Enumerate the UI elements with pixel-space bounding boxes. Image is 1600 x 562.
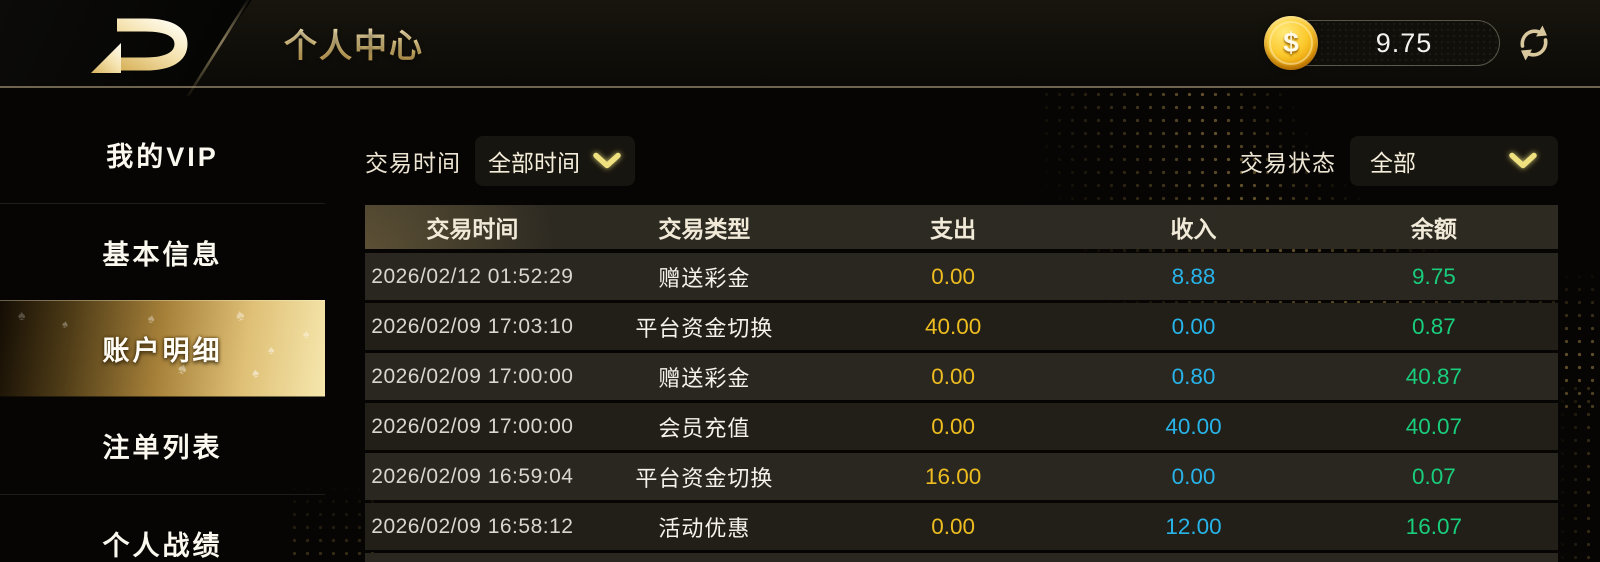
sidebar-item-label: 个人战绩 xyxy=(102,530,223,561)
sidebar-item-label: 注单列表 xyxy=(102,433,223,463)
filter-time-label: 交易时间 xyxy=(365,150,461,176)
logo-panel[interactable] xyxy=(0,0,252,86)
cell-time: 2026/02/09 17:00:00 xyxy=(371,414,574,438)
balance-display: 9.75 xyxy=(1282,20,1500,66)
time-filter-dropdown[interactable]: 全部时间 xyxy=(475,136,635,186)
sidebar-item-1[interactable]: 基本信息 xyxy=(0,203,325,300)
cell-time: 2026/02/09 17:00:00 xyxy=(371,364,574,388)
table-header-row: 交易时间 交易类型 支出 收入 余额 xyxy=(365,205,1558,249)
column-header-1: 交易类型 xyxy=(658,216,751,242)
coin-icon: $ xyxy=(1264,16,1318,70)
sidebar-item-0[interactable]: 我的VIP xyxy=(0,106,325,203)
sidebar-item-4[interactable]: 个人战绩 xyxy=(0,494,325,562)
column-header-2: 支出 xyxy=(930,216,977,242)
cell-balance: 40.87 xyxy=(1405,363,1463,389)
table-row: 2026/02/09 16:58:12 活动优惠 0.00 12.00 16.07 xyxy=(365,503,1558,550)
cell-income: 40.00 xyxy=(1165,413,1222,439)
cell-type: 赠送彩金 xyxy=(658,265,751,291)
column-header-3: 收入 xyxy=(1170,216,1217,242)
cell-balance: 40.07 xyxy=(1405,413,1463,439)
sidebar-item-3[interactable]: 注单列表 xyxy=(0,397,325,494)
cell-balance: 9.75 xyxy=(1412,263,1456,289)
cell-income: 0.00 xyxy=(1171,463,1216,489)
table-row-partial xyxy=(365,553,1558,562)
spade-icon: ♠ xyxy=(60,318,73,332)
balance-value: 9.75 xyxy=(1375,27,1433,58)
content-area: 我的VIP 基本信息 ♠ ♠ ♠ ♠ ♠ ♠ ♠ ♠ 账户明细 注单列表 个人战绩 交易时间 全部时间 … xyxy=(0,90,1600,562)
cell-time: 2026/02/12 01:52:29 xyxy=(371,264,574,288)
table-row: 2026/02/09 16:59:04 平台资金切换 16.00 0.00 0.07 xyxy=(365,453,1558,500)
spade-icon: ♠ xyxy=(303,327,313,341)
table-row: 2026/02/09 17:00:00 赠送彩金 0.00 0.80 40.87 xyxy=(365,353,1558,400)
sidebar-item-label: 我的VIP xyxy=(106,142,219,172)
sidebar-item-label: 基本信息 xyxy=(102,239,223,270)
table-row: 2026/02/12 01:52:29 赠送彩金 0.00 8.88 9.75 xyxy=(365,253,1558,300)
chevron-down-icon xyxy=(1509,152,1537,169)
cell-income: 12.00 xyxy=(1165,513,1222,539)
page-title: 个人中心 xyxy=(284,19,424,67)
cell-expense: 0.00 xyxy=(931,363,976,389)
status-filter-value: 全部 xyxy=(1370,150,1416,176)
sidebar-item-2[interactable]: ♠ ♠ ♠ ♠ ♠ ♠ ♠ ♠ 账户明细 xyxy=(0,300,325,397)
spade-icon: ♠ xyxy=(268,343,278,357)
cell-expense: 0.00 xyxy=(931,263,976,289)
filter-bar: 交易时间 全部时间 交易状态 全部 xyxy=(365,136,1558,186)
time-filter-group: 交易时间 全部时间 xyxy=(365,136,635,186)
status-filter-dropdown[interactable]: 全部 xyxy=(1350,136,1558,186)
cell-income: 8.88 xyxy=(1171,263,1216,289)
cell-time: 2026/02/09 17:03:10 xyxy=(371,314,574,338)
cell-type: 赠送彩金 xyxy=(658,365,751,391)
spade-icon: ♠ xyxy=(251,364,263,381)
cell-type: 平台资金切换 xyxy=(635,315,774,341)
cell-time: 2026/02/09 16:59:04 xyxy=(371,464,574,488)
sidebar: 我的VIP 基本信息 ♠ ♠ ♠ ♠ ♠ ♠ ♠ ♠ 账户明细 注单列表 个人战绩 xyxy=(0,90,325,562)
cell-expense: 16.00 xyxy=(924,463,982,489)
cell-expense: 0.00 xyxy=(931,413,976,439)
main-panel: 交易时间 全部时间 交易状态 全部 xyxy=(325,90,1600,562)
sidebar-item-label: 账户明细 xyxy=(102,336,223,366)
cell-type: 会员充值 xyxy=(658,415,751,441)
column-header-0: 交易时间 xyxy=(426,216,519,242)
table-row: 2026/02/09 17:03:10 平台资金切换 40.00 0.00 0.87 xyxy=(365,303,1558,350)
status-filter-group: 交易状态 全部 xyxy=(1240,136,1558,186)
balance-group: $ 9.75 xyxy=(1264,15,1556,71)
cell-expense: 40.00 xyxy=(924,313,982,339)
spade-icon: ♠ xyxy=(234,306,250,326)
table-body: 2026/02/12 01:52:29 赠送彩金 0.00 8.88 9.75 2026/… xyxy=(365,253,1558,550)
filter-status-label: 交易状态 xyxy=(1240,150,1336,176)
cell-income: 0.00 xyxy=(1171,313,1216,339)
dollar-glyph: $ xyxy=(1283,27,1299,58)
cell-type: 活动优惠 xyxy=(658,515,751,541)
cell-type: 平台资金切换 xyxy=(635,465,774,491)
spade-icon: ♠ xyxy=(146,310,160,327)
time-filter-value: 全部时间 xyxy=(488,150,580,176)
chevron-down-icon xyxy=(593,152,621,169)
refresh-icon[interactable] xyxy=(1512,21,1556,65)
column-header-4: 余额 xyxy=(1410,216,1457,242)
cell-time: 2026/02/09 16:58:12 xyxy=(371,514,574,538)
spade-icon: ♠ xyxy=(18,307,29,323)
header-bar: 个人中心 $ 9.75 xyxy=(0,0,1600,96)
table-row: 2026/02/09 17:00:00 会员充值 0.00 40.00 40.07 xyxy=(365,403,1558,450)
cell-balance: 16.07 xyxy=(1405,513,1463,539)
cell-income: 0.80 xyxy=(1171,363,1216,389)
brand-logo-icon xyxy=(91,18,188,73)
cell-expense: 0.00 xyxy=(931,513,976,539)
cell-balance: 0.87 xyxy=(1412,313,1456,339)
cell-balance: 0.07 xyxy=(1412,463,1456,489)
transactions-table: 交易时间 交易类型 支出 收入 余额 2026/02/12 01:52:29 赠送彩金 0.… xyxy=(365,205,1558,562)
